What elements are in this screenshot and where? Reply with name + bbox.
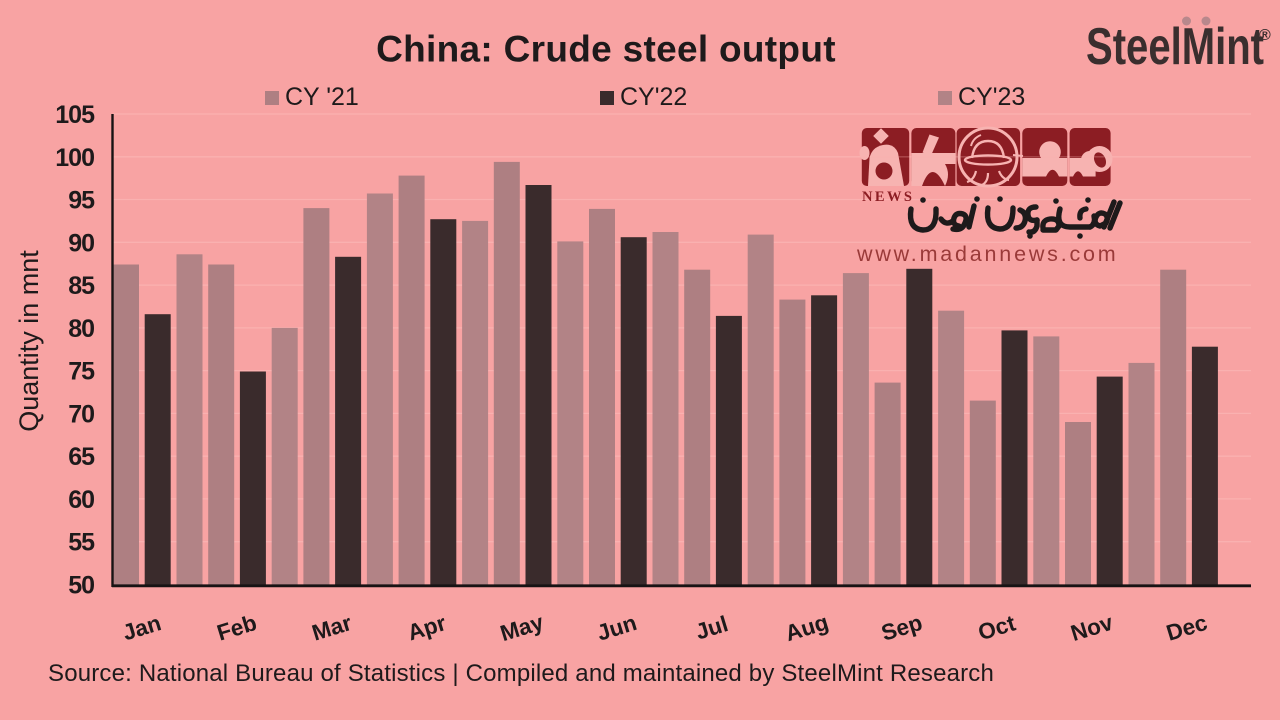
svg-text:65: 65 bbox=[68, 443, 95, 471]
svg-text:Jul: Jul bbox=[693, 611, 731, 644]
svg-text:55: 55 bbox=[68, 529, 95, 557]
svg-text:Apr: Apr bbox=[405, 610, 450, 645]
svg-text:75: 75 bbox=[68, 358, 95, 386]
svg-text:Jun: Jun bbox=[594, 610, 640, 646]
svg-text:Jan: Jan bbox=[120, 610, 164, 645]
svg-text:www.madannews.com: www.madannews.com bbox=[856, 242, 1119, 266]
svg-text:CY'23: CY'23 bbox=[958, 83, 1025, 111]
svg-text:85: 85 bbox=[68, 272, 95, 300]
svg-text:Aug: Aug bbox=[782, 609, 831, 646]
svg-text:NEWS: NEWS bbox=[862, 189, 914, 205]
svg-text:Oct: Oct bbox=[975, 610, 1019, 645]
svg-text:70: 70 bbox=[68, 400, 94, 428]
svg-text:May: May bbox=[497, 609, 547, 646]
svg-text:Nov: Nov bbox=[1068, 610, 1116, 646]
svg-text:90: 90 bbox=[68, 229, 94, 257]
svg-text:Source: National Bureau of Sta: Source: National Bureau of Statistics | … bbox=[48, 660, 994, 687]
svg-text:95: 95 bbox=[68, 187, 95, 215]
svg-text:Feb: Feb bbox=[214, 610, 260, 646]
svg-text:60: 60 bbox=[68, 486, 94, 514]
svg-text:50: 50 bbox=[68, 572, 94, 600]
svg-text:Dec: Dec bbox=[1163, 610, 1210, 646]
svg-text:80: 80 bbox=[68, 315, 94, 343]
svg-text:SteelMint: SteelMint bbox=[1086, 18, 1264, 76]
svg-text:Sep: Sep bbox=[878, 610, 925, 646]
svg-text:Mar: Mar bbox=[309, 610, 355, 646]
svg-text:®: ® bbox=[1259, 27, 1271, 44]
svg-text:CY'22: CY'22 bbox=[620, 83, 687, 111]
svg-text:CY '21: CY '21 bbox=[285, 83, 359, 111]
svg-text:100: 100 bbox=[55, 144, 94, 172]
svg-text:China: Crude steel output: China: Crude steel output bbox=[376, 29, 836, 70]
svg-text:105: 105 bbox=[55, 101, 95, 129]
svg-text:Quantity in mnt: Quantity in mnt bbox=[14, 250, 44, 432]
